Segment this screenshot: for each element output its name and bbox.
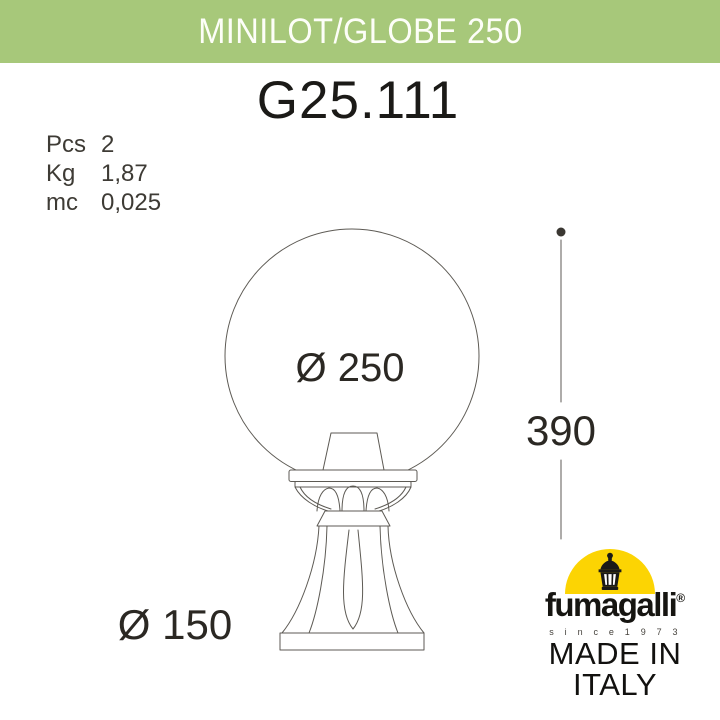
lamp-plinth [279,632,425,651]
made-in-italy: MADE IN ITALY [525,638,705,700]
lamp-neck [322,432,385,471]
height-dimension-dot [556,227,566,237]
spec-row-pcs: Pcs 2 [46,130,161,159]
spec-row-kg: Kg 1,87 [46,159,161,188]
brand-name: fumagalli [544,586,678,623]
lamp-base-bell [281,525,425,634]
registered-mark: ® [676,591,686,605]
spec-row-mc: mc 0,025 [46,188,161,217]
lamp-flange [288,469,418,482]
height-dimension-label: 390 [525,407,597,454]
base-diameter-label: Ø 150 [117,601,233,648]
product-code: G25.111 [256,71,460,130]
spec-label: Pcs [46,131,87,158]
spec-value: 0,025 [101,189,162,216]
spec-value: 1,87 [101,160,148,187]
page-title: MINILOT/GLOBE 250 [197,11,523,51]
spec-label: mc [46,189,78,216]
spec-value: 2 [101,131,115,158]
specs-list: Pcs 2 Kg 1,87 mc 0,025 [46,130,161,217]
header-bar: MINILOT/GLOBE 250 [0,0,720,63]
made-in-line2: ITALY [572,667,658,702]
lamp-collar [316,510,391,527]
made-in-line1: MADE IN [548,636,682,671]
brand-tagline: s i n c e 1 9 7 3 [549,627,682,637]
lamp-scroll-bowl [294,485,412,512]
brand-wordmark: fumagalli® [535,586,695,624]
globe-diameter-label: Ø 250 [295,346,405,390]
spec-label: Kg [46,160,76,187]
lantern-icon [598,552,622,590]
